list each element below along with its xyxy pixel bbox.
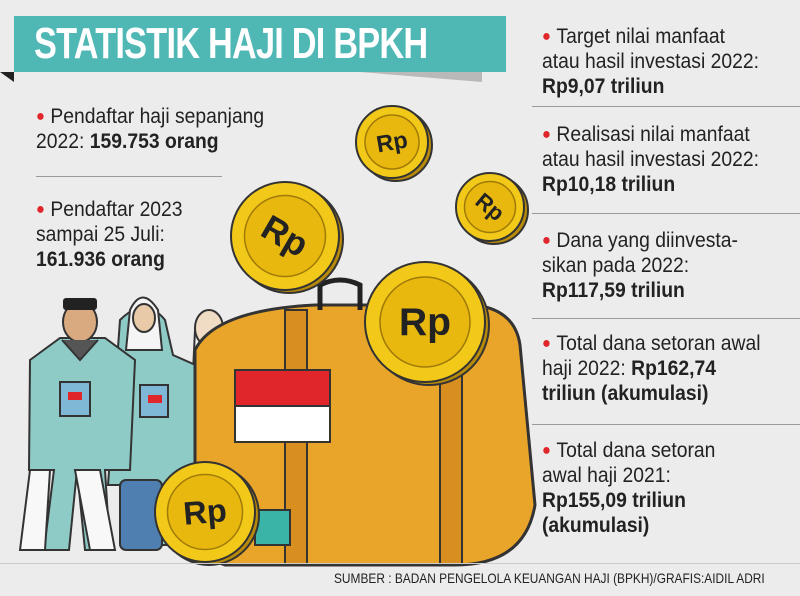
bullet-icon: ● <box>542 126 551 143</box>
bullet-icon: ● <box>36 201 45 218</box>
stat-value: Rp117,59 triliun <box>542 279 685 302</box>
rp-coin-icon: Rp <box>230 181 344 294</box>
stat-invested-funds: ● Dana yang diinvesta- sikan pada 2022: R… <box>542 228 738 303</box>
footer-divider <box>0 563 800 564</box>
stat-label: Target nilai manfaat <box>556 25 726 48</box>
stat-label: Total dana setoran awal <box>556 332 761 355</box>
stat-label: awal haji 2021: <box>542 464 671 487</box>
rp-coin-icon: Rp <box>364 261 490 386</box>
divider <box>532 318 800 319</box>
stat-label: 2022: <box>36 130 85 153</box>
title-shadow <box>360 72 482 82</box>
divider <box>532 106 800 107</box>
rp-coin-icon: Rp <box>154 461 260 566</box>
stat-label: Dana yang diinvesta- <box>556 229 738 252</box>
stat-label: sampai 25 Juli: <box>36 223 165 246</box>
stat-value: Rp10,18 triliun <box>542 173 676 196</box>
stat-initial-deposit-2021: ● Total dana setoran awal haji 2021: Rp15… <box>542 438 715 538</box>
stat-registrants-2022: ● Pendaftar haji sepanjang 2022: 159.753 … <box>36 104 264 154</box>
svg-text:Rp: Rp <box>374 126 409 157</box>
page-title: STATISTIK HAJI DI BPKH <box>34 19 428 68</box>
divider <box>532 213 800 214</box>
stat-value: Rp155,09 triliun <box>542 489 686 512</box>
stat-label: Pendaftar 2023 <box>50 198 183 221</box>
bullet-icon: ● <box>36 108 45 125</box>
svg-text:Rp: Rp <box>399 301 451 344</box>
divider <box>532 424 800 425</box>
stat-label: sikan pada 2022: <box>542 254 690 277</box>
stat-value: Rp9,07 triliun <box>542 75 665 98</box>
stat-label: Realisasi nilai manfaat <box>556 123 750 146</box>
rp-coin-icon: Rp <box>355 105 433 182</box>
bullet-icon: ● <box>542 28 551 45</box>
svg-text:Rp: Rp <box>182 492 228 532</box>
bullet-icon: ● <box>542 442 551 459</box>
stat-value: 161.936 orang <box>36 248 165 271</box>
indonesia-flag <box>234 369 331 443</box>
stat-registrants-2023: ● Pendaftar 2023 sampai 25 Juli: 161.936 … <box>36 197 183 272</box>
stat-value: Rp162,74 <box>631 357 717 380</box>
title-fold <box>0 72 14 82</box>
stat-label: haji 2022: <box>542 357 626 380</box>
stat-label: atau hasil investasi 2022: <box>542 148 759 171</box>
stat-target-return: ● Target nilai manfaat atau hasil investa… <box>542 24 759 99</box>
title-banner <box>14 16 506 72</box>
stat-label: atau hasil investasi 2022: <box>542 50 759 73</box>
stat-label: Pendaftar haji sepanjang <box>50 105 265 128</box>
stat-initial-deposit-2022: ● Total dana setoran awal haji 2022: Rp16… <box>542 331 760 406</box>
bullet-icon: ● <box>542 335 551 352</box>
stat-value: triliun (akumulasi) <box>542 382 709 405</box>
rp-coin-icon: Rp <box>455 172 529 245</box>
stat-label: Total dana setoran <box>556 439 716 462</box>
stat-value: 159.753 orang <box>89 130 219 153</box>
divider <box>36 176 222 177</box>
stat-realized-return: ● Realisasi nilai manfaat atau hasil inve… <box>542 122 759 197</box>
bullet-icon: ● <box>542 232 551 249</box>
source-credit: SUMBER : BADAN PENGELOLA KEUANGAN HAJI (… <box>334 570 765 586</box>
stat-value: (akumulasi) <box>542 514 650 537</box>
